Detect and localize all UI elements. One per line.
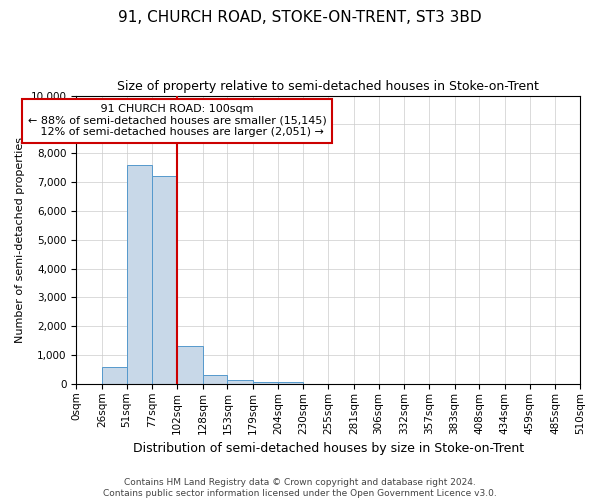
Text: 91, CHURCH ROAD, STOKE-ON-TRENT, ST3 3BD: 91, CHURCH ROAD, STOKE-ON-TRENT, ST3 3BD (118, 10, 482, 25)
Bar (203, 376, 227, 384)
Bar (127, 165, 152, 384)
Bar (102, 366, 127, 384)
Bar (152, 176, 177, 384)
Bar (278, 382, 304, 384)
Bar (253, 382, 278, 384)
X-axis label: Distribution of semi-detached houses by size in Stoke-on-Trent: Distribution of semi-detached houses by … (133, 442, 524, 455)
Y-axis label: Number of semi-detached properties: Number of semi-detached properties (15, 136, 25, 342)
Title: Size of property relative to semi-detached houses in Stoke-on-Trent: Size of property relative to semi-detach… (117, 80, 539, 93)
Bar (227, 380, 253, 384)
Text: Contains HM Land Registry data © Crown copyright and database right 2024.
Contai: Contains HM Land Registry data © Crown c… (103, 478, 497, 498)
Bar (177, 346, 203, 384)
Text: 91 CHURCH ROAD: 100sqm   
← 88% of semi-detached houses are smaller (15,145)
   : 91 CHURCH ROAD: 100sqm ← 88% of semi-det… (28, 104, 326, 138)
